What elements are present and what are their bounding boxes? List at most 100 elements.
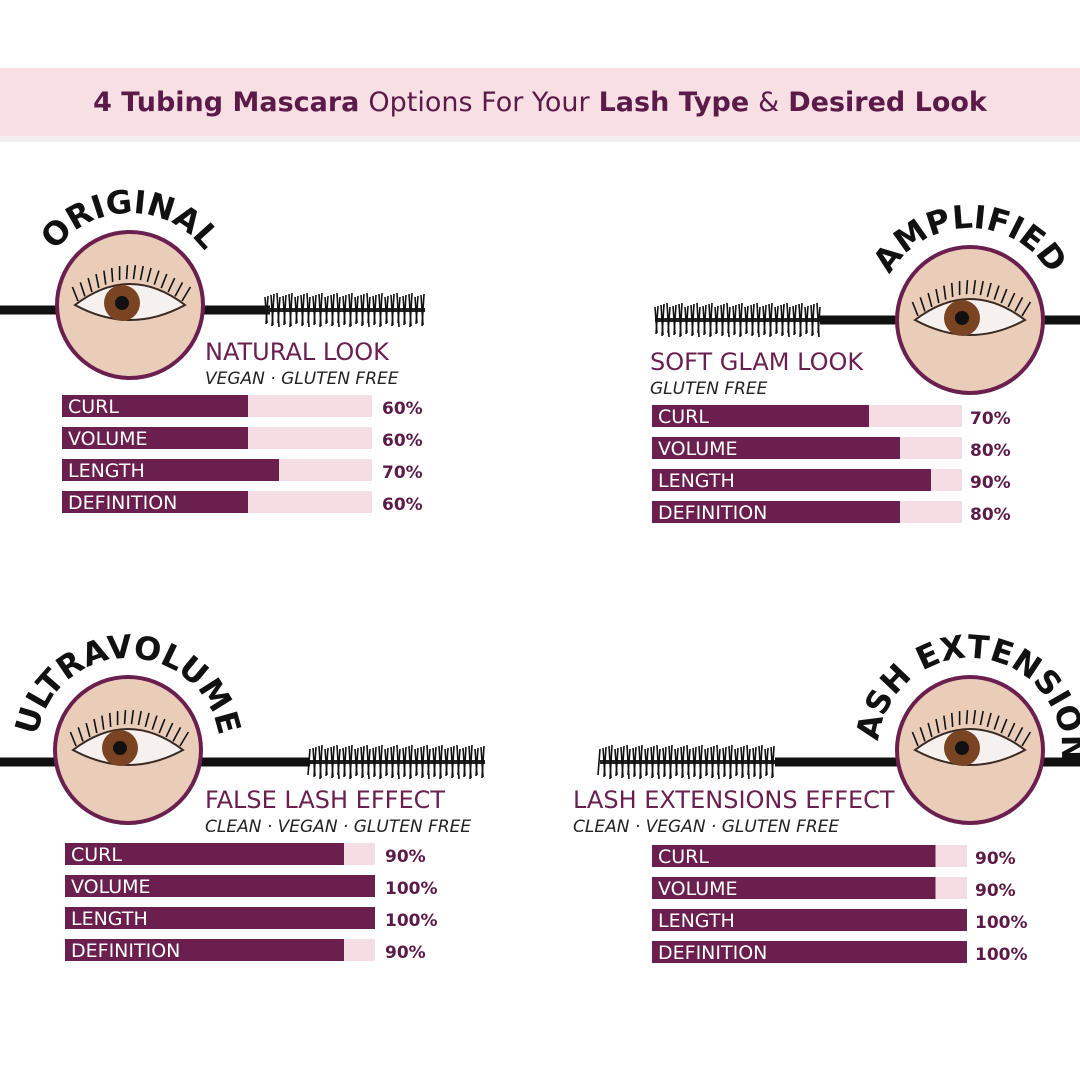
bar-label: DEFINITION <box>658 502 767 524</box>
bristle <box>717 748 721 776</box>
bristle <box>633 746 637 778</box>
lash <box>1021 731 1032 747</box>
bristle <box>697 306 701 334</box>
value-label: 100% <box>975 913 1028 933</box>
bar-label: CURL <box>71 844 122 866</box>
title-part: & <box>758 86 780 118</box>
bristle <box>787 306 791 334</box>
bristle <box>661 303 665 337</box>
bristle <box>679 302 683 338</box>
bristle <box>747 748 751 776</box>
bristle <box>669 744 673 780</box>
bar-label: CURL <box>68 396 119 418</box>
bristle <box>771 745 775 779</box>
bar <box>65 907 375 929</box>
bristle <box>331 745 335 779</box>
lash <box>943 715 947 730</box>
bristle <box>709 302 713 338</box>
claims: VEGAN · GLUTEN FREE <box>205 369 399 389</box>
bristle <box>759 744 763 780</box>
bristle <box>349 744 353 780</box>
lash <box>1014 297 1024 312</box>
bristle <box>307 296 311 324</box>
lash <box>965 710 969 725</box>
lash <box>943 285 947 300</box>
bristle <box>757 306 761 334</box>
bristle <box>415 295 419 325</box>
bar-label: LENGTH <box>71 908 148 930</box>
bar <box>65 939 344 961</box>
lash <box>993 715 1000 730</box>
bristle <box>433 746 437 778</box>
claims: CLEAN · VEGAN · GLUTEN FREE <box>573 817 839 837</box>
bristle <box>313 746 317 778</box>
bristle <box>289 292 293 328</box>
lash <box>911 301 919 317</box>
lash <box>979 280 984 296</box>
lash <box>919 727 926 742</box>
bristle <box>685 305 689 335</box>
value-label: 90% <box>970 473 1011 493</box>
bristle <box>723 746 727 778</box>
bristle <box>681 745 685 779</box>
bristle <box>705 747 709 777</box>
bristle <box>597 748 601 776</box>
lash <box>85 722 91 738</box>
lash <box>181 286 192 302</box>
bristle <box>283 294 287 326</box>
lash <box>165 722 174 738</box>
lash <box>979 710 984 726</box>
lash <box>137 710 142 726</box>
bristle <box>379 744 383 780</box>
bristle <box>337 748 341 776</box>
bristle <box>615 747 619 777</box>
lash <box>167 277 176 293</box>
bar <box>65 843 344 865</box>
value-label: 90% <box>385 847 426 867</box>
lash <box>123 710 127 725</box>
bristle <box>721 303 725 337</box>
bristle <box>343 746 347 778</box>
bristle <box>385 295 389 325</box>
pupil <box>113 741 127 755</box>
lash <box>986 282 992 298</box>
bristle <box>271 293 275 327</box>
bristle <box>421 293 425 327</box>
bristle <box>403 294 407 326</box>
value-label: 60% <box>382 431 423 451</box>
bristle <box>469 744 473 780</box>
bar-label: DEFINITION <box>658 942 767 964</box>
lash <box>101 715 105 730</box>
bristle <box>457 748 461 776</box>
bristle <box>603 746 607 778</box>
bar-label: VOLUME <box>658 438 738 460</box>
bristle <box>703 304 707 336</box>
bristle <box>627 748 631 776</box>
lash <box>108 712 112 728</box>
bar-label: LENGTH <box>658 470 735 492</box>
bar <box>652 941 967 963</box>
bar-label: DEFINITION <box>68 492 177 514</box>
bristle <box>439 744 443 780</box>
lash <box>125 265 129 280</box>
bristle <box>667 306 671 334</box>
bristle <box>735 747 739 777</box>
lash <box>972 280 977 295</box>
bristle <box>475 747 479 777</box>
bristle <box>793 304 797 336</box>
lash <box>151 715 158 730</box>
lash <box>77 727 84 742</box>
bristle <box>805 305 809 335</box>
lash <box>950 712 954 728</box>
lash <box>139 265 144 281</box>
bristle <box>699 744 703 780</box>
bristle <box>373 746 377 778</box>
bristle <box>445 747 449 777</box>
bristle <box>379 292 383 328</box>
lash <box>79 282 86 297</box>
bristle <box>639 744 643 780</box>
lash <box>153 270 160 285</box>
lash <box>919 297 926 312</box>
lash <box>1007 292 1016 308</box>
